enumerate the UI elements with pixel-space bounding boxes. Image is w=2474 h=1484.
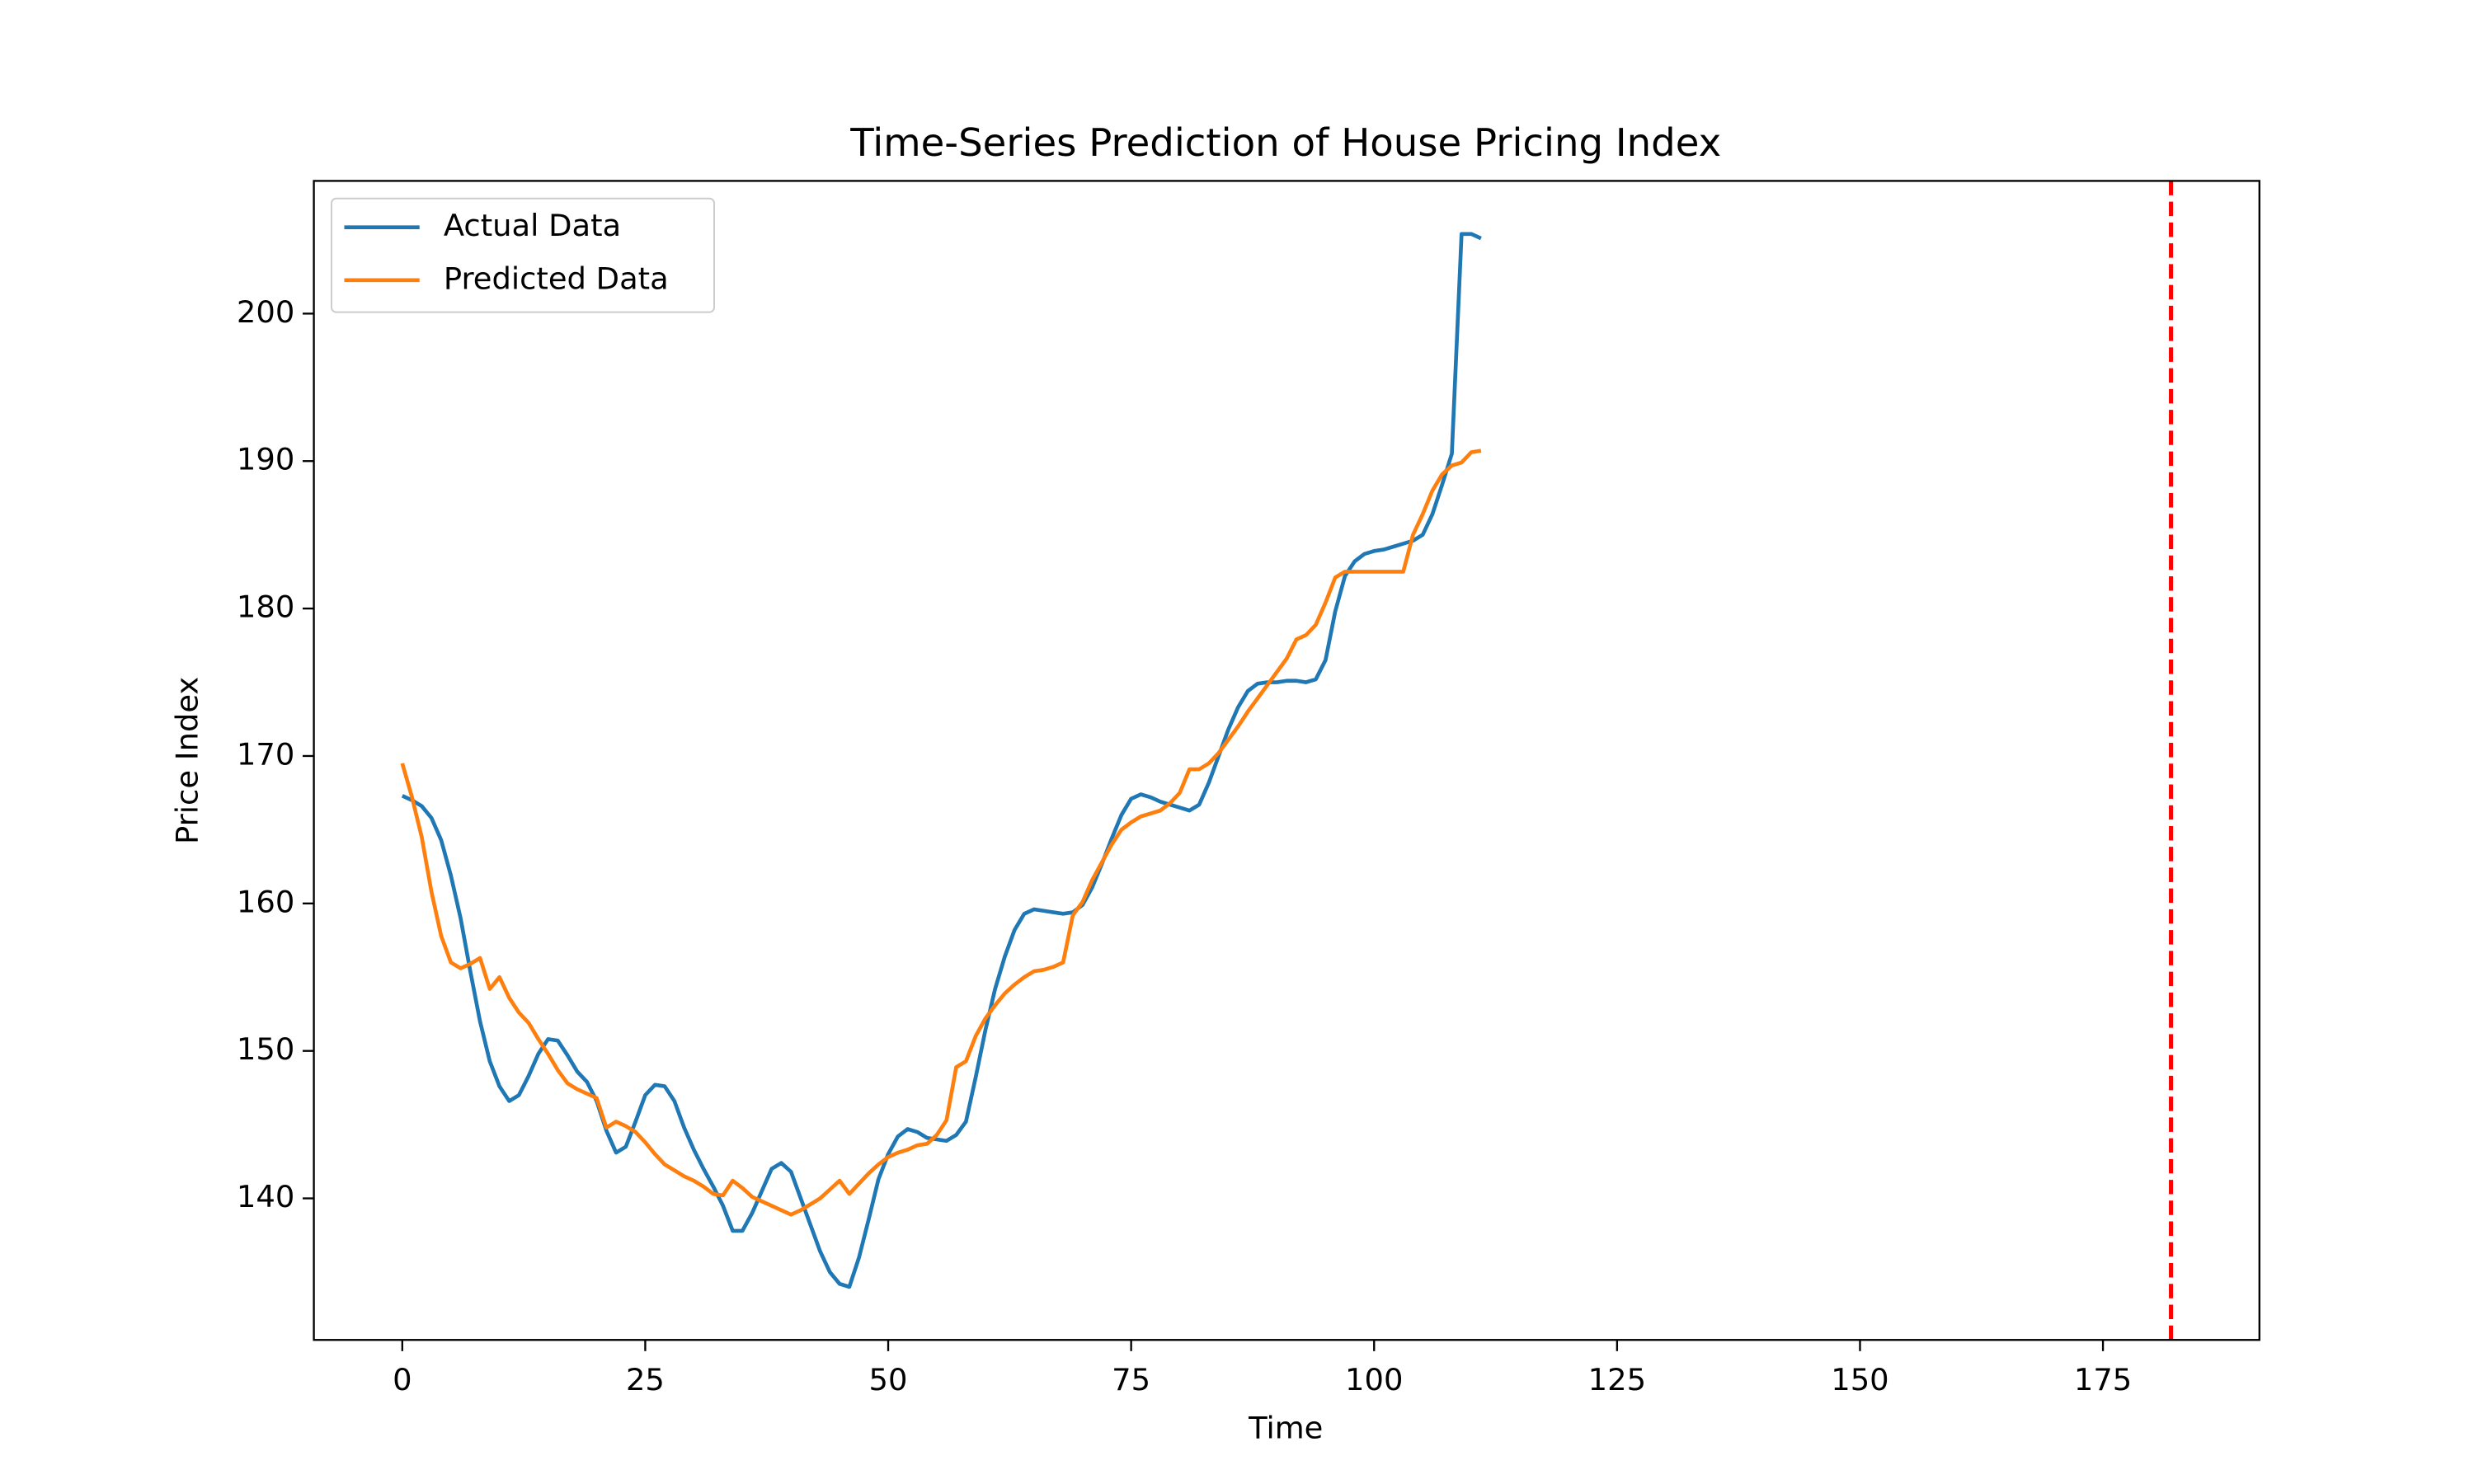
x-tick-label: 100 [1345, 1362, 1403, 1397]
data-line [401, 232, 1482, 1289]
y-tick-label: 150 [237, 1031, 294, 1067]
y-tick-label: 160 [237, 884, 294, 919]
y-axis-label: Price Index [170, 677, 205, 844]
chart-title: Time-Series Prediction of House Pricing … [849, 120, 1721, 165]
x-tick-label: 0 [393, 1362, 412, 1397]
x-tick-label: 175 [2074, 1362, 2132, 1397]
legend-label: Predicted Data [444, 261, 669, 296]
y-tick-label: 200 [237, 294, 294, 330]
x-tick-label: 25 [626, 1362, 665, 1397]
x-tick-label: 50 [869, 1362, 908, 1397]
y-tick-label: 170 [237, 736, 294, 772]
x-axis-label: Time [1248, 1410, 1323, 1445]
data-line [400, 448, 1482, 1217]
plot-frame [313, 180, 2260, 1341]
y-tick-label: 190 [237, 442, 294, 477]
y-tick-label: 140 [237, 1179, 294, 1214]
legend: Actual Data Predicted Data [330, 197, 715, 313]
x-tick-label: 150 [1831, 1362, 1888, 1397]
x-tick-label: 125 [1588, 1362, 1646, 1397]
y-tick-label: 180 [237, 589, 294, 625]
x-tick-label: 75 [1112, 1362, 1150, 1397]
legend-label: Actual Data [444, 208, 621, 243]
legend-box [330, 197, 715, 313]
